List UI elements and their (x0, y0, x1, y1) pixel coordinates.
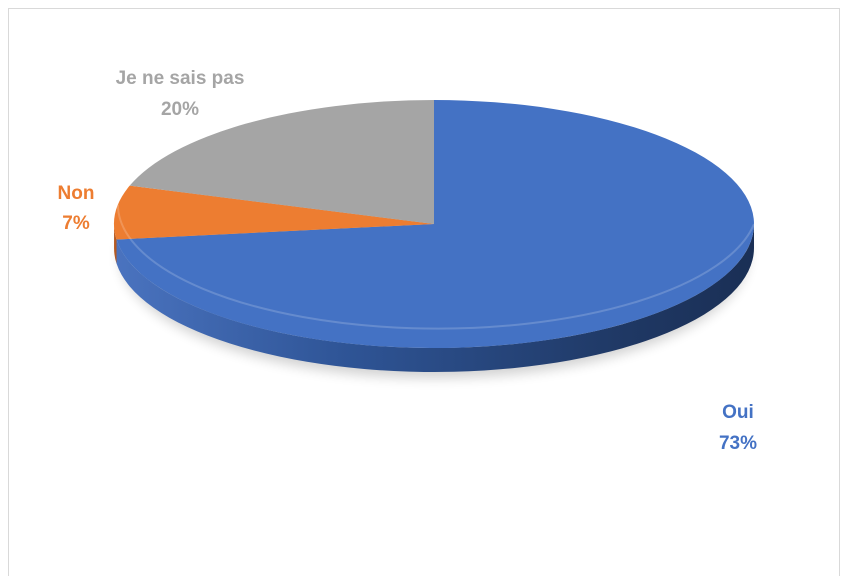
pie-slice-oui[interactable] (116, 100, 755, 348)
data-value-je-ne-sais-pas: 20% (161, 99, 199, 120)
pie-slice-je-ne-sais-pas[interactable] (129, 100, 434, 224)
pie-rim-highlight (116, 204, 755, 330)
data-label-je-ne-sais-pas: Je ne sais pas (116, 68, 245, 89)
data-label-non: Non (58, 183, 95, 204)
data-value-non: 7% (62, 213, 90, 234)
pie-side-non (114, 224, 117, 264)
pie-side-oui (116, 224, 754, 373)
data-label-oui: Oui (722, 402, 754, 423)
data-value-oui: 73% (719, 433, 757, 454)
pie-slice-non[interactable] (114, 185, 435, 240)
